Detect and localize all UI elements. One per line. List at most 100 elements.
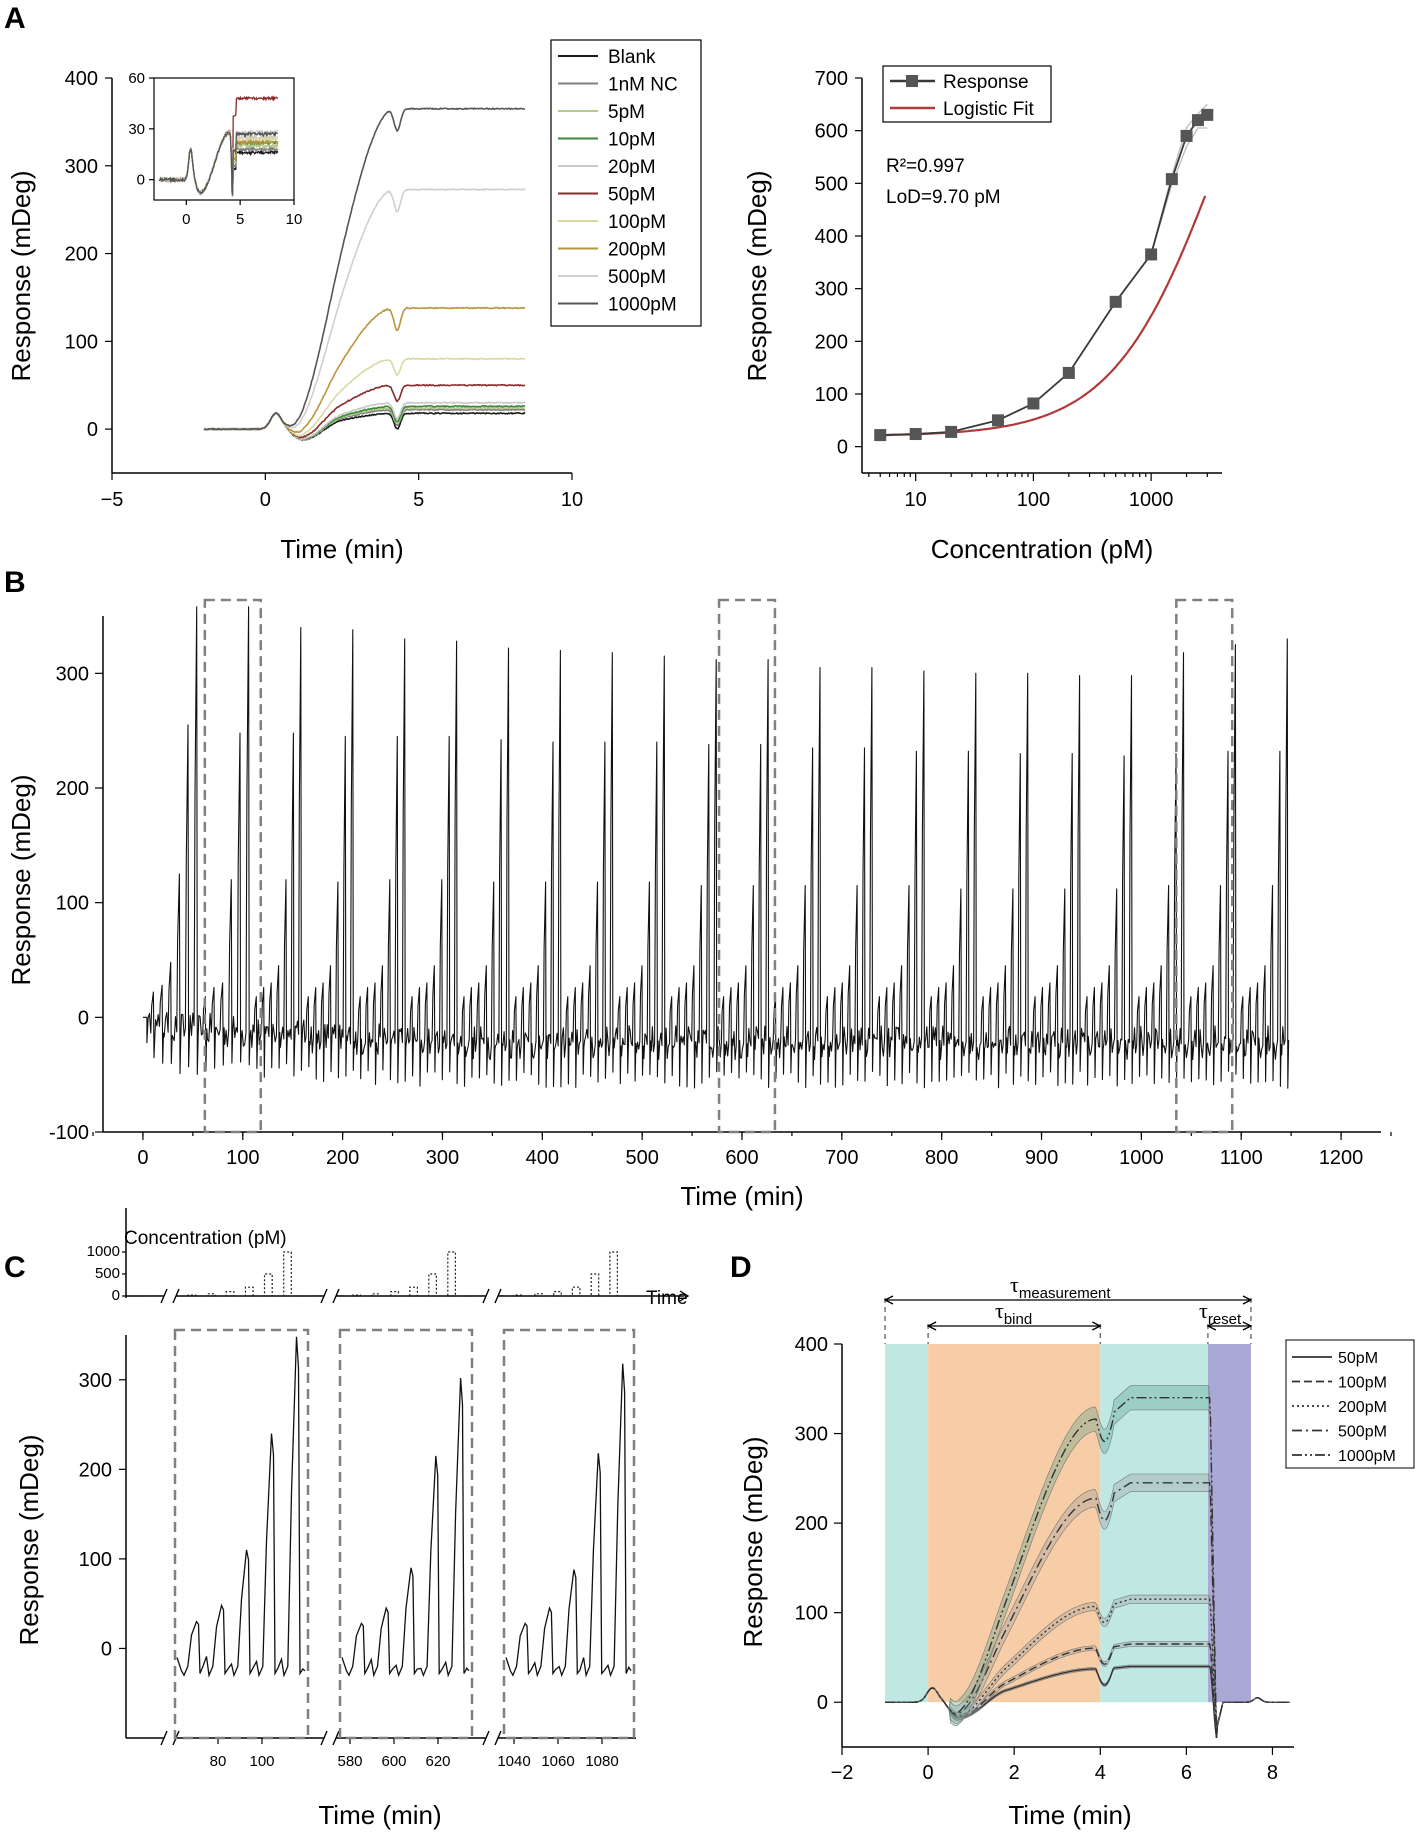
legend-label: 1000pM	[608, 295, 677, 316]
y-tick-label: 300	[79, 1370, 112, 1392]
figure: A B C D −5 0 5 100100200300400 Time (min) R…	[0, 0, 1419, 1833]
zoom-window-3	[504, 1330, 634, 1738]
x-axis-label: Concentration (pM)	[931, 534, 1154, 564]
legend-label: 1000pM	[1338, 1448, 1396, 1465]
x-tick-label: 200	[326, 1147, 359, 1169]
x-tick-label: 1200	[1319, 1147, 1364, 1169]
conc-time-label: Time	[646, 1288, 688, 1309]
response-marker	[1027, 397, 1039, 409]
y-tick-label: 200	[65, 244, 98, 266]
inset-y-tick-label: 0	[137, 172, 145, 189]
x-tick-label: 580	[337, 1753, 362, 1770]
zoom-window-1	[175, 1330, 308, 1738]
x-tick-label: 2	[1009, 1762, 1020, 1784]
series-line-100pm	[204, 358, 525, 436]
x-tick-label: 1040	[497, 1753, 530, 1770]
legend-label: 10pM	[608, 130, 656, 151]
x-tick-label: 10	[561, 489, 583, 511]
legend-label: 20pM	[608, 157, 656, 178]
y-tick-label: 200	[815, 331, 848, 353]
y-tick-label: 400	[815, 226, 848, 248]
phase-region-2	[928, 1344, 1100, 1702]
response-marker	[1110, 296, 1122, 308]
y-tick-label: 0	[101, 1638, 112, 1660]
legend: Response Logistic Fit	[883, 66, 1051, 122]
x-axis-label: Time (min)	[1008, 1800, 1131, 1830]
legend-label: 50pM	[1338, 1350, 1378, 1367]
y-axis-label: Response (mDeg)	[738, 1437, 768, 1648]
y-tick-label: 200	[56, 778, 89, 800]
response-marker	[874, 429, 886, 441]
response-marker	[910, 428, 922, 440]
panel-label-c: C	[4, 1251, 26, 1284]
x-axis-label: Time (min)	[680, 1181, 803, 1211]
replicate-line	[880, 104, 1207, 435]
legend-label: 200pM	[1338, 1399, 1387, 1416]
response-marker	[945, 426, 957, 438]
legend: 50pM 100pM 200pM 500pM 1000pM	[1286, 1340, 1414, 1468]
y-axis-label: Response (mDeg)	[6, 775, 36, 986]
response-marker	[1063, 367, 1075, 379]
x-axis-label: Time (min)	[318, 1800, 441, 1830]
y-tick-label: 200	[79, 1459, 112, 1481]
concentration-steps	[145, 1252, 298, 1296]
x-tick-label: 1000	[1129, 489, 1174, 511]
y-tick-label: 300	[65, 156, 98, 178]
inset-x-tick-label: 10	[286, 211, 303, 228]
chart-c-zoomed-cycles: Concentration (pM) 1000 500 0 Time 0 100 2…	[14, 1208, 688, 1830]
y-tick-label: 0	[78, 1007, 89, 1029]
y-tick-label: 100	[815, 384, 848, 406]
x-tick-label: 4	[1095, 1762, 1106, 1784]
x-tick-label: 100	[249, 1753, 274, 1770]
x-tick-label: 1080	[585, 1753, 618, 1770]
y-tick-label: 200	[795, 1513, 828, 1535]
legend: Blank 1nM NC 5pM 10pM 20pM 50pM 100pM 200pM 500p…	[551, 40, 701, 326]
legend-label: Blank	[608, 47, 656, 68]
panel-label-d: D	[730, 1251, 752, 1284]
legend-logistic-fit: Logistic Fit	[943, 99, 1035, 120]
x-tick-label: 10	[905, 489, 927, 511]
inset-chart: 0 5 10 0 30 60	[128, 70, 302, 228]
response-marker	[1145, 248, 1157, 260]
x-tick-label: 100	[1017, 489, 1050, 511]
y-axis-label: Response (mDeg)	[6, 171, 36, 382]
inset-x-tick-label: 5	[236, 211, 244, 228]
y-tick-label: 500	[815, 173, 848, 195]
x-tick-label: 8	[1267, 1762, 1278, 1784]
legend-label: 500pM	[608, 267, 666, 288]
inset-y-tick-label: 30	[128, 121, 145, 138]
y-tick-label: 100	[56, 893, 89, 915]
highlight-window-1	[205, 600, 261, 1132]
x-tick-label: 900	[1025, 1147, 1058, 1169]
tau-measurement-label: τmeasurement	[1010, 1272, 1111, 1302]
tau-reset-label: τreset	[1199, 1298, 1242, 1328]
legend-label: 1nM NC	[608, 75, 678, 96]
conc-tick-1000: 1000	[87, 1243, 120, 1260]
legend-label: 100pM	[608, 212, 666, 233]
response-marker	[1166, 173, 1178, 185]
response-marker	[992, 414, 1004, 426]
x-tick-label: 80	[210, 1753, 227, 1770]
x-tick-label: 5	[413, 489, 424, 511]
x-tick-label: 800	[925, 1147, 958, 1169]
legend-response: Response	[943, 72, 1029, 93]
x-tick-label: 400	[526, 1147, 559, 1169]
response-marker	[1201, 109, 1213, 121]
y-tick-label: -100	[49, 1122, 89, 1144]
x-tick-label: 1100	[1220, 1147, 1263, 1169]
annotation-lod: LoD=9.70 pM	[886, 187, 1001, 208]
x-tick-label: 0	[260, 489, 271, 511]
annotation-r2: R²=0.997	[886, 156, 965, 177]
legend-label: 500pM	[1338, 1424, 1387, 1441]
concentration-steps	[474, 1252, 624, 1296]
y-tick-label: 0	[87, 419, 98, 441]
y-tick-label: 100	[65, 331, 98, 353]
inset-x-tick-label: 0	[182, 211, 190, 228]
chart-a2-calibration: 10 100 10000100200300400500600700 Concentr…	[742, 66, 1222, 564]
x-tick-label: 700	[825, 1147, 858, 1169]
x-tick-label: 500	[625, 1147, 658, 1169]
concentration-steps	[310, 1252, 462, 1296]
tau-bind-label: τbind	[995, 1298, 1032, 1328]
x-tick-label: 300	[426, 1147, 459, 1169]
